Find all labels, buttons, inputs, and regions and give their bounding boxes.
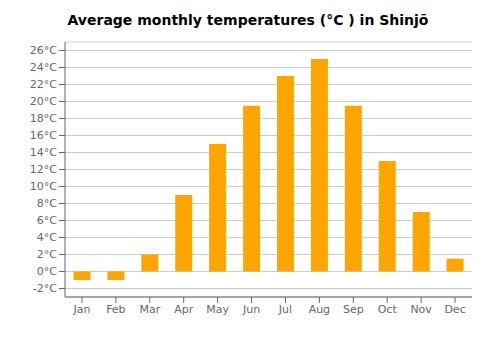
svg-text:4°C: 4°C (37, 231, 57, 244)
svg-text:0°C: 0°C (37, 265, 57, 278)
svg-text:18°C: 18°C (30, 112, 57, 125)
svg-text:10°C: 10°C (30, 180, 57, 193)
svg-text:Jan: Jan (72, 303, 90, 316)
svg-text:Feb: Feb (106, 303, 125, 316)
svg-text:6°C: 6°C (37, 214, 57, 227)
svg-text:Apr: Apr (174, 303, 194, 316)
svg-text:Oct: Oct (378, 303, 398, 316)
svg-text:22°C: 22°C (30, 78, 57, 91)
svg-text:Jul: Jul (278, 303, 292, 316)
svg-text:12°C: 12°C (30, 163, 57, 176)
svg-text:Dec: Dec (444, 303, 465, 316)
svg-text:24°C: 24°C (30, 61, 57, 74)
svg-text:Sep: Sep (343, 303, 364, 316)
svg-text:20°C: 20°C (30, 95, 57, 108)
svg-text:Jun: Jun (242, 303, 260, 316)
svg-text:May: May (206, 303, 229, 316)
svg-text:Mar: Mar (139, 303, 160, 316)
svg-text:Nov: Nov (410, 303, 432, 316)
svg-text:26°C: 26°C (30, 44, 57, 57)
svg-text:Aug: Aug (309, 303, 330, 316)
svg-text:-2°C: -2°C (33, 282, 57, 295)
svg-text:8°C: 8°C (37, 197, 57, 210)
svg-text:2°C: 2°C (37, 248, 57, 261)
html-text:Average monthly temperatures (: Average monthly temperatures (°C ) in Sh… (67, 12, 429, 28)
svg-text:16°C: 16°C (30, 129, 57, 142)
svg-text:14°C: 14°C (30, 146, 57, 159)
